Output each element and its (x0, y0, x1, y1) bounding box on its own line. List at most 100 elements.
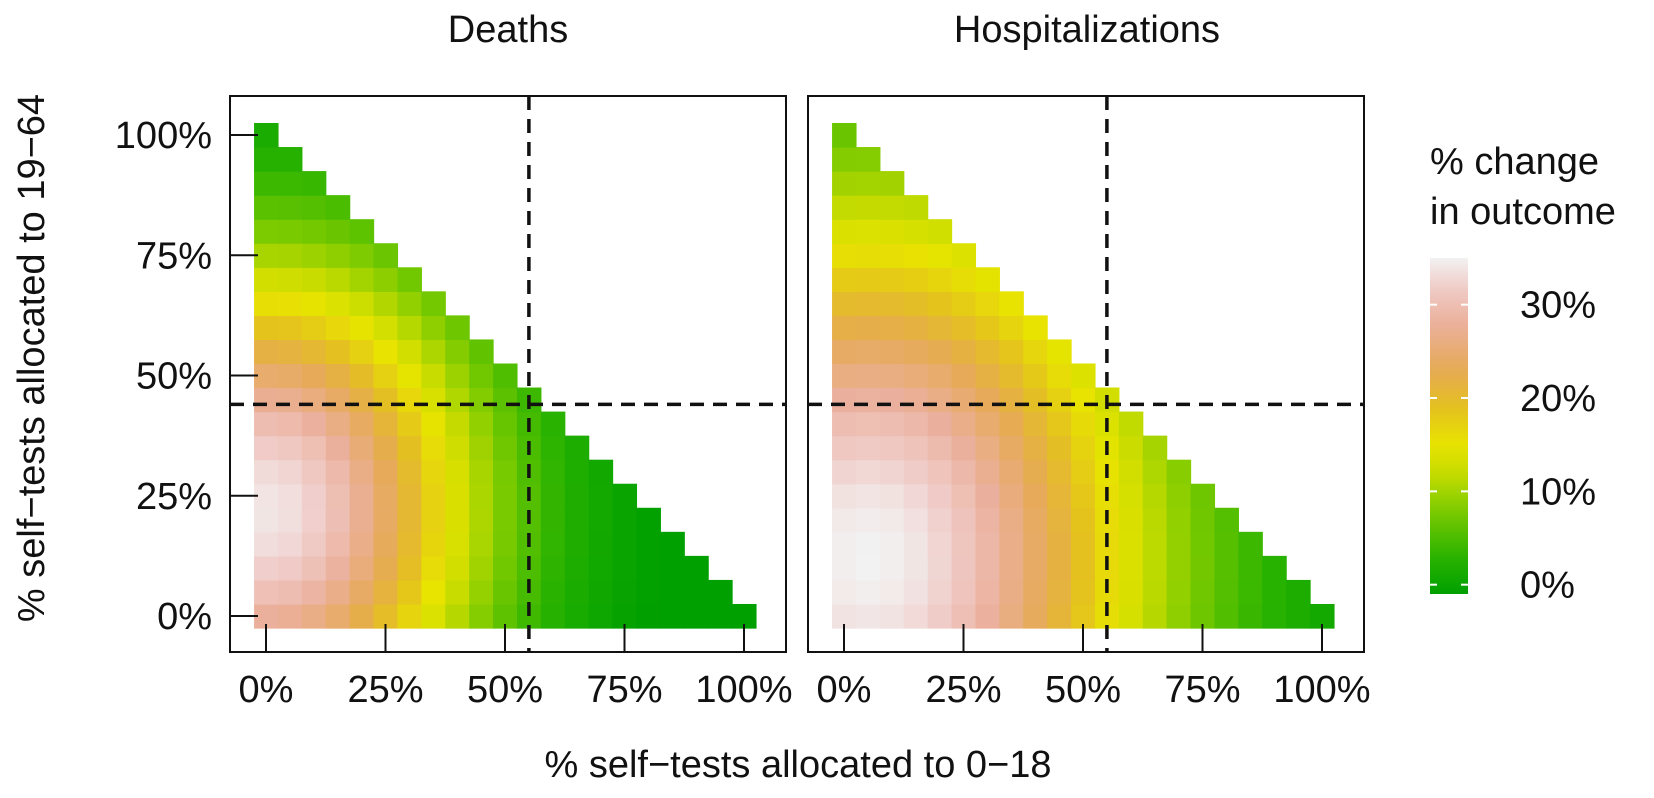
heatmap-cell (855, 195, 881, 220)
heatmap-cell (832, 531, 857, 557)
heatmap-cell (1262, 555, 1287, 581)
y-tick-label: 25% (136, 476, 212, 518)
heatmap-cell (903, 195, 929, 220)
heatmap-cell (373, 507, 399, 533)
heatmap-cell (927, 411, 953, 437)
heatmap-cell (349, 459, 375, 485)
x-tick-label: 25% (925, 669, 1001, 711)
heatmap-cell (277, 603, 303, 629)
heatmap-cell (588, 603, 614, 629)
heatmap-cell (421, 435, 446, 461)
heatmap-cell (903, 411, 929, 437)
heatmap-cell (951, 507, 977, 533)
heatmap-cell (1047, 339, 1072, 365)
heatmap-cell (708, 603, 733, 629)
heatmap-cell (254, 363, 279, 389)
heatmap-cell (397, 579, 422, 605)
heatmap-cell (879, 243, 905, 268)
heatmap-cell (469, 387, 494, 413)
heatmap-cell (349, 315, 375, 341)
heatmap-cell (684, 555, 709, 581)
heatmap-cell (421, 603, 446, 629)
heatmap-cell (1047, 555, 1072, 581)
heatmap-cell (277, 291, 303, 316)
heatmap-cell (855, 603, 881, 629)
heatmap-cell (373, 411, 399, 437)
heatmap-cell (421, 411, 446, 437)
heatmap-cell (373, 243, 399, 268)
heatmap-cell (1023, 339, 1048, 365)
heatmap-cell (421, 483, 446, 509)
heatmap-cell (277, 483, 303, 509)
heatmap-cell (1047, 507, 1072, 533)
heatmap-cell (301, 363, 327, 389)
reference-lines-deaths (230, 96, 786, 652)
heatmap-cell (1142, 555, 1168, 581)
heatmap-cell (999, 435, 1024, 461)
heatmap-cell (975, 267, 1000, 292)
heatmap-cell (927, 483, 953, 509)
heatmap-cell (879, 339, 905, 365)
heatmap-cell (1142, 507, 1168, 533)
heatmap-cell (975, 315, 1000, 341)
heatmap-cell (999, 507, 1024, 533)
heatmap-cell (975, 291, 1000, 316)
heatmap-cell (445, 411, 470, 437)
heatmap-cell (349, 507, 375, 533)
x-tick-label: 0% (817, 669, 872, 711)
heatmap-cell (975, 459, 1000, 485)
heatmap-cell (254, 339, 279, 365)
heatmap-cell (421, 531, 446, 557)
heatmap-cell (254, 147, 279, 172)
heatmap-cell (397, 315, 422, 341)
heatmap-cell (469, 531, 494, 557)
heatmap-cell (1071, 459, 1096, 485)
heatmap-cell (325, 531, 351, 557)
heatmap-cell (855, 363, 881, 389)
heatmap-cell (325, 291, 351, 316)
heatmap-cell (927, 579, 953, 605)
heatmap-cell (1190, 483, 1216, 509)
heatmap-cell (903, 387, 929, 413)
y-axis-title: % self−tests allocated to 19−64 (11, 94, 53, 622)
heatmap-cell (1071, 579, 1096, 605)
heatmap-cell (1166, 603, 1192, 629)
heatmap-cell (832, 122, 857, 148)
heatmap-cell (1047, 459, 1072, 485)
heatmap-cell (879, 483, 905, 509)
legend-title-line-1: % change (1430, 141, 1599, 183)
heatmap-cell (301, 195, 327, 220)
heatmap-cell (1190, 579, 1216, 605)
heatmap-cell (832, 315, 857, 341)
heatmap-cell (999, 387, 1024, 413)
heatmap-cell (855, 291, 881, 316)
heatmap-cell (1238, 603, 1263, 629)
heatmap-cell (832, 243, 857, 268)
heatmap-cell (1142, 483, 1168, 509)
heatmap-cell (373, 387, 399, 413)
heatmap-cell (254, 507, 279, 533)
heatmap-cell (975, 531, 1000, 557)
heatmap-cell (1286, 603, 1311, 629)
heatmap-cell (349, 531, 375, 557)
heatmap-cell (277, 363, 303, 389)
heatmap-cell (832, 363, 857, 389)
heatmap-cell (421, 459, 446, 485)
heatmap-cell (493, 555, 518, 581)
heatmap-cell (832, 195, 857, 220)
heatmap-cell (927, 531, 953, 557)
heatmap-cell (999, 579, 1024, 605)
heatmap-cell (277, 411, 303, 437)
heatmap-cell (1071, 387, 1096, 413)
heatmap-cell (493, 435, 518, 461)
heatmap-cell (325, 579, 351, 605)
heatmap-cell (254, 291, 279, 316)
heatmap-cell (349, 579, 375, 605)
heatmap-cell (301, 579, 327, 605)
heatmap-cell (277, 459, 303, 485)
heatmap-cell (1047, 579, 1072, 605)
heatmap-cell (564, 459, 590, 485)
heatmap-cell (493, 459, 518, 485)
heatmap-cell (1286, 579, 1311, 605)
heatmap-cell (1023, 603, 1048, 629)
